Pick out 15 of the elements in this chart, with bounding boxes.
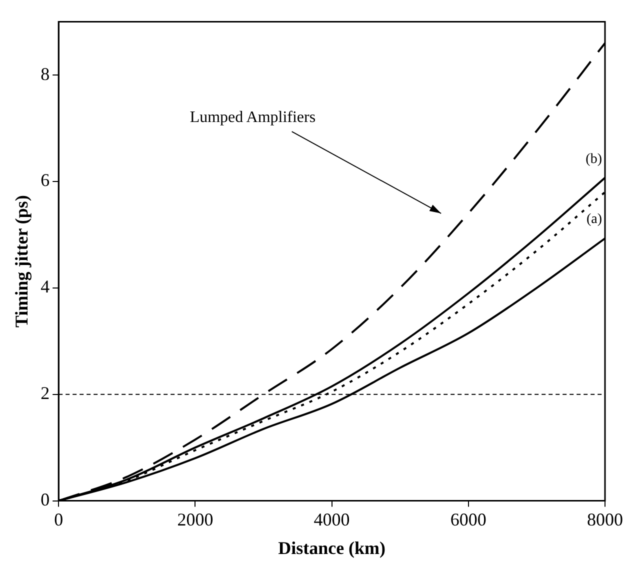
x-tick-label: 4000 <box>314 509 350 530</box>
x-tick-label: 6000 <box>450 509 486 530</box>
y-tick-label: 6 <box>40 170 50 190</box>
y-tick-label: 4 <box>40 276 50 297</box>
annotation: (a) <box>585 212 602 230</box>
y-tick-label: 2 <box>40 383 50 404</box>
y-tick-label: 8 <box>40 64 50 84</box>
annotation: (b) <box>584 152 602 169</box>
x-tick-label: 2000 <box>177 509 214 530</box>
x-axis-title: Distance (km) <box>278 538 386 558</box>
y-tick-label: 0 <box>40 490 50 510</box>
x-tick-label: 0 <box>54 509 64 530</box>
y-axis-title: Timing jitter (ps) <box>11 195 32 328</box>
annotation: Lumped Amplifiers <box>190 108 316 127</box>
x-tick-label: 8000 <box>587 509 623 530</box>
